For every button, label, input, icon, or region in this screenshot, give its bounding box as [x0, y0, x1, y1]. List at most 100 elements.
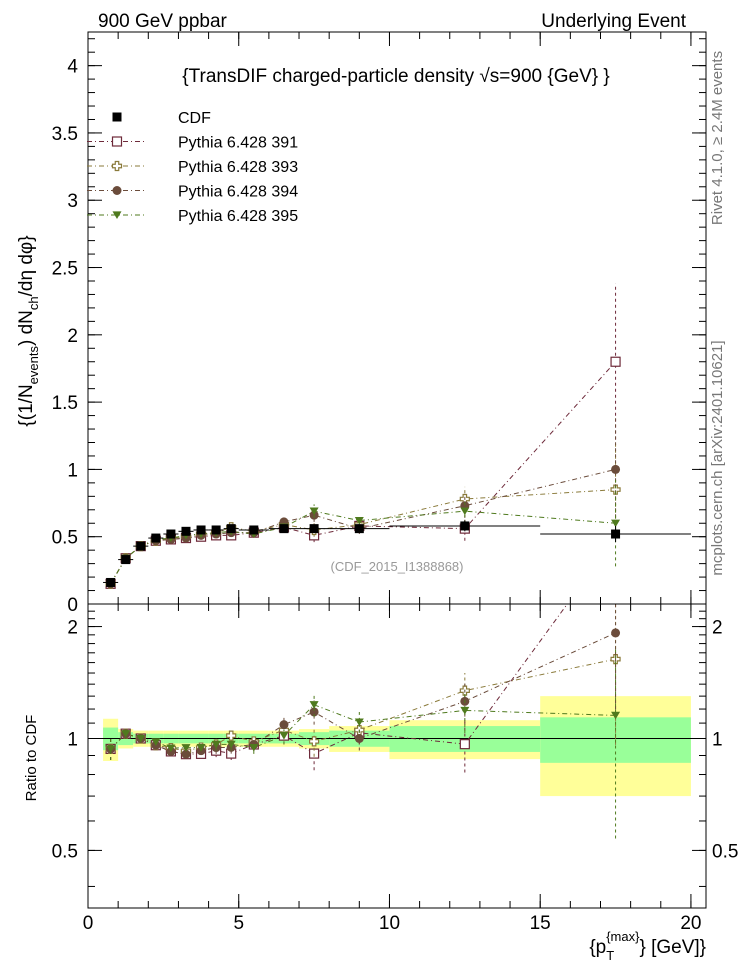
series-2-line: [110, 489, 616, 585]
y-tick-label: 1.5: [52, 393, 78, 414]
series-4-point: [460, 507, 470, 516]
series-4-ratio-point: [309, 701, 319, 709]
y-tick-label: 3.5: [52, 124, 78, 145]
series-4-ratio-point: [460, 706, 470, 715]
data-point: [166, 529, 176, 539]
legend-label: Pythia 6.428 394: [178, 184, 298, 201]
series-2-point: [610, 484, 621, 495]
x-tick-label: 10: [379, 913, 400, 934]
side-label-top: Rivet 4.1.0, ≥ 2.4M events: [709, 51, 726, 225]
series-4-ratio-point: [136, 734, 146, 743]
legend-marker: [112, 112, 122, 122]
axes: 0 0.5 1 1.5 2 2.5 3 3.5 4 0 5 10 15 20 0.5 0.5 1 1 2 2: [52, 31, 738, 934]
legend-label: Pythia 6.428 395: [178, 208, 298, 225]
legend-marker: [111, 160, 123, 172]
data-point: [279, 524, 289, 534]
series-3-ratio-point: [181, 749, 191, 759]
x-tick-label: 20: [680, 913, 701, 934]
series-4-ratio-point: [196, 743, 206, 752]
series-2-ratio-point: [226, 730, 237, 741]
series-3-ratio-point: [279, 720, 289, 730]
data-point: [354, 524, 364, 534]
series-4-ratio-point: [106, 745, 116, 753]
x-axis-label: {pT{max}} [GeV]}: [589, 929, 706, 963]
y-tick-label: 2.5: [52, 259, 78, 280]
data-point: [226, 524, 236, 534]
data-point: [106, 577, 116, 587]
series-4-ratio-point: [166, 744, 176, 753]
legend-marker: [112, 211, 122, 220]
x-tick-label: 5: [233, 913, 244, 934]
ratio-tick-label-right: 1: [712, 729, 723, 750]
series-4-line: [110, 510, 616, 585]
series-3-ratio-point: [309, 707, 319, 717]
y-tick-label: 0: [67, 595, 78, 616]
series-1-ratio-line: [110, 604, 568, 755]
series-4-point: [611, 519, 621, 528]
series-4-point: [309, 507, 319, 516]
series-4-ratio-point: [249, 743, 259, 752]
data-point: [151, 533, 161, 543]
series-2-ratio-point: [308, 736, 320, 747]
ratio-tick-label-left: 2: [67, 618, 78, 639]
legend-item: Pythia 6.428 391: [87, 135, 298, 152]
data-point: [211, 525, 221, 535]
data-point: [611, 529, 621, 539]
chart-title: {TransDIF charged-particle density √s=90…: [182, 66, 609, 87]
header-right: Underlying Event: [541, 11, 686, 32]
data-point: [181, 526, 191, 536]
legend-label: Pythia 6.428 393: [178, 159, 298, 176]
legend-item: Pythia 6.428 394: [87, 184, 298, 201]
series-4-ratio-line: [110, 704, 616, 750]
data-point: [121, 555, 131, 565]
series-4-ratio-point: [354, 718, 364, 727]
series-1-line: [110, 361, 616, 585]
legend-item: CDF: [112, 110, 211, 127]
legend-label: CDF: [178, 110, 211, 127]
series-1-point: [610, 356, 621, 367]
y-tick-label: 1: [67, 460, 78, 481]
series-3-ratio-point: [611, 628, 621, 638]
ratio-tick-label-left: 0.5: [52, 841, 78, 862]
series-4-ratio-point: [121, 730, 131, 738]
series-4-ratio-point: [226, 740, 236, 749]
side-label-bottom: mcplots.cern.ch [arXiv:2401.10621]: [709, 340, 726, 575]
series-3-point: [611, 464, 621, 474]
y-tick-label: 2: [67, 326, 78, 347]
x-tick-label: 0: [83, 913, 94, 934]
series-4-ratio-point: [279, 732, 289, 740]
series-4-ratio-point: [611, 711, 621, 720]
data-point: [196, 525, 206, 535]
series-4-ratio-point: [211, 740, 221, 749]
legend: CDF Pythia 6.428 391 Pythia 6.428 393 Pythi…: [87, 110, 298, 225]
legend-label: Pythia 6.428 391: [178, 135, 298, 152]
series-4-ratio-point: [151, 738, 161, 746]
x-tick-label: 15: [530, 913, 551, 934]
series-4-point: [354, 516, 364, 525]
ratio-y-axis-label: Ratio to CDF: [23, 715, 40, 802]
ratio-tick-label-left: 1: [67, 729, 78, 750]
header-left: 900 GeV ppbar: [98, 11, 228, 32]
ratio-tick-label-right: 0.5: [712, 841, 738, 862]
data-point: [309, 524, 319, 534]
data-point: [136, 541, 146, 551]
y-tick-label: 3: [67, 191, 78, 212]
ratio-uncertainty-bands: [88, 696, 706, 797]
ratio-markers: [105, 604, 621, 839]
series-3-ratio-point: [354, 733, 364, 743]
series-4-ratio-point: [181, 744, 191, 752]
y-tick-label: 0.5: [52, 528, 78, 549]
y-axis-label: {(1/Nevents) dNch/dη dφ}: [16, 235, 41, 426]
legend-marker: [111, 136, 123, 147]
chart-watermark: (CDF_2015_I1388868): [331, 559, 464, 574]
series-1-ratio-point: [459, 739, 470, 750]
legend-item: Pythia 6.428 393: [87, 159, 298, 176]
ratio-tick-label-right: 2: [712, 618, 723, 639]
data-point: [460, 521, 470, 531]
main-markers: [103, 283, 691, 589]
data-point: [249, 525, 259, 535]
main-series-lines: [110, 361, 616, 585]
legend-item: Pythia 6.428 395: [87, 208, 298, 225]
y-tick-label: 4: [67, 57, 78, 78]
